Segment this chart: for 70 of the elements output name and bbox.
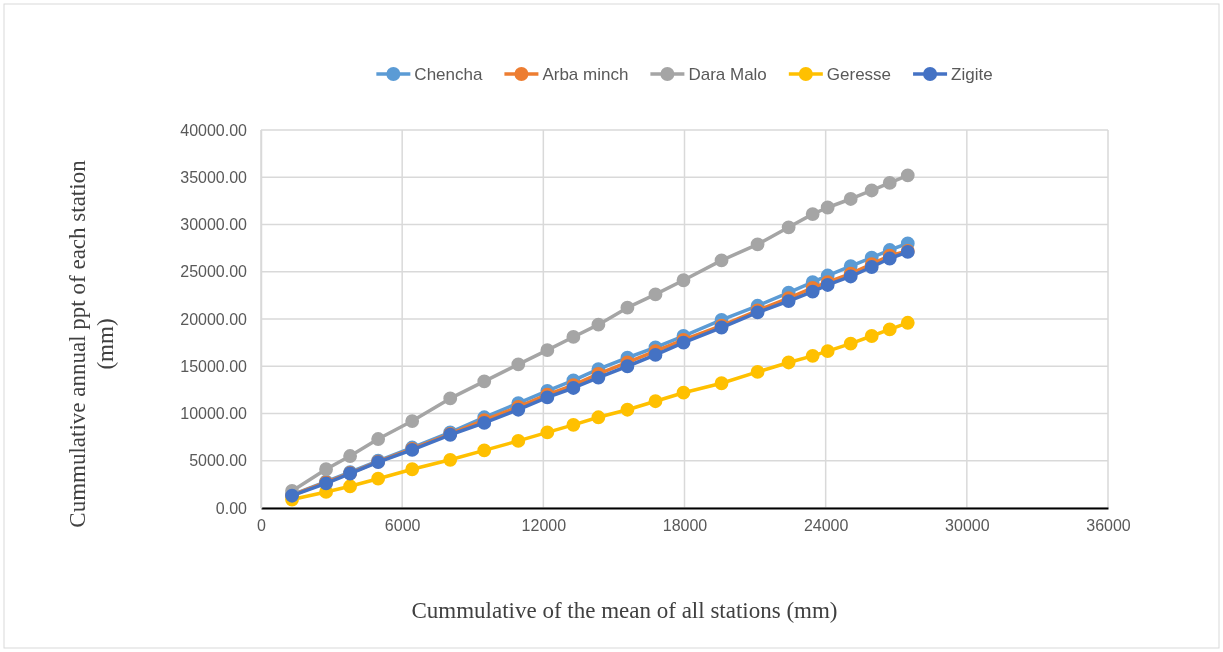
y-axis-title: Cummulative annual ppt of each station (mm): [65, 159, 118, 528]
point: [805, 284, 820, 299]
y-tick-label: 5000.00: [189, 452, 248, 470]
y-tick-label: 20000.00: [180, 310, 248, 328]
point: [405, 414, 420, 428]
point: [477, 443, 492, 458]
x-tick-label: 6000: [384, 517, 421, 535]
legend-label: Arba minch: [542, 65, 629, 84]
point: [882, 322, 897, 337]
point: [900, 168, 915, 183]
point: [566, 417, 581, 432]
point: [805, 348, 820, 363]
point: [620, 402, 635, 417]
point: [781, 220, 796, 235]
y-tick-label: 0.00: [215, 499, 248, 517]
point: [591, 410, 606, 425]
point: [371, 471, 386, 486]
point: [864, 329, 879, 343]
point: [343, 449, 358, 463]
legend-label: Zigite: [951, 65, 993, 84]
y-tick-label: 35000.00: [180, 168, 248, 186]
x-tick-label: 18000: [662, 517, 708, 535]
y-tick-label: 25000.00: [180, 263, 248, 281]
point: [511, 357, 526, 372]
x-tick-label: 36000: [1086, 517, 1131, 535]
legend-label: Geresse: [826, 65, 892, 84]
x-tick-label: 12000: [521, 517, 567, 535]
point: [900, 315, 915, 330]
point: [591, 370, 606, 385]
point: [882, 176, 897, 190]
point: [843, 336, 858, 351]
point: [566, 330, 581, 344]
point: [676, 273, 691, 288]
point: [648, 287, 663, 302]
point: [676, 385, 691, 400]
point: [511, 434, 526, 448]
y-tick-label: 40000.00: [180, 121, 248, 139]
point: [477, 374, 492, 389]
x-tick-label: 30000: [945, 517, 990, 535]
y-tick-label: 15000.00: [180, 357, 248, 375]
point: [648, 348, 663, 362]
point: [620, 359, 635, 374]
point: [820, 200, 835, 215]
point: [820, 344, 835, 359]
y-tick-label: 10000.00: [180, 405, 248, 423]
point: [443, 391, 458, 406]
point: [781, 355, 796, 370]
point: [714, 253, 729, 268]
point: [319, 462, 333, 477]
point: [805, 207, 820, 221]
x-tick-label: 0: [257, 517, 267, 535]
x-tick-label: 24000: [803, 517, 849, 535]
legend-label: Dara Malo: [688, 65, 767, 84]
point: [620, 300, 635, 315]
point: [750, 365, 765, 379]
y-tick-label: 30000.00: [180, 216, 248, 234]
point: [405, 462, 420, 477]
point: [591, 317, 606, 332]
point: [714, 376, 729, 391]
point: [750, 237, 765, 252]
point: [843, 192, 858, 206]
point: [864, 183, 879, 198]
point: [540, 343, 555, 358]
point: [648, 394, 663, 409]
point: [343, 479, 358, 494]
point: [371, 432, 386, 446]
legend-label: Chencha: [414, 65, 483, 84]
point: [540, 425, 555, 440]
point: [443, 452, 458, 467]
x-axis-title: Cummulative of the mean of all stations (mm): [411, 598, 838, 623]
